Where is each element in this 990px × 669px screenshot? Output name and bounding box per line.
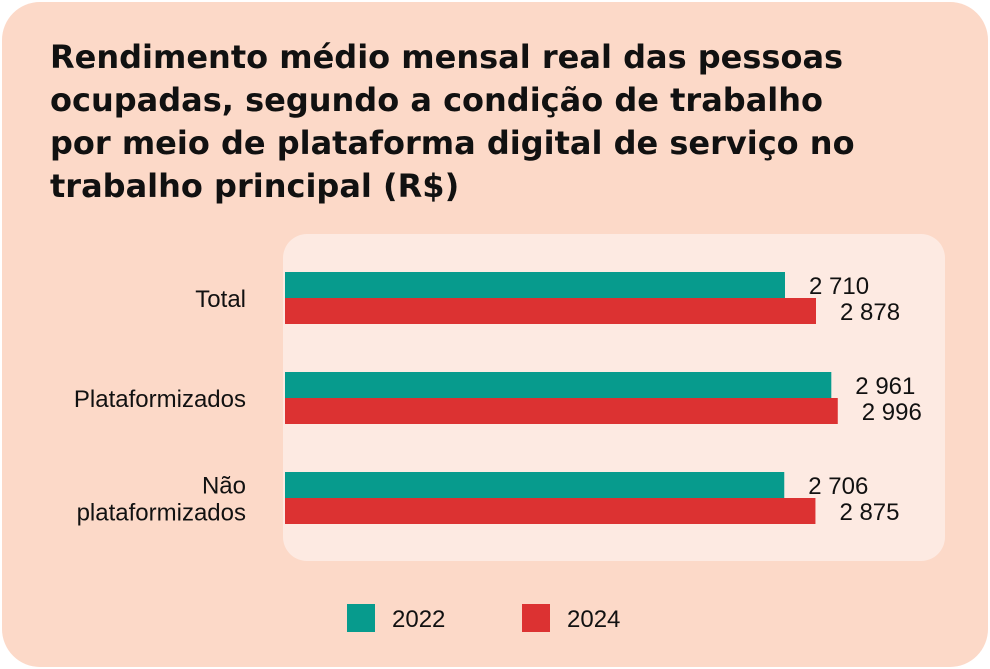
bar-2024 — [285, 298, 816, 324]
category-label: Plataformizados — [74, 386, 246, 413]
legend-label: 2022 — [392, 606, 445, 633]
category-label: Total — [195, 286, 246, 313]
value-label: 2 878 — [840, 299, 900, 326]
category-label-line: Não — [202, 473, 246, 500]
bar-2022 — [285, 372, 832, 398]
category-label: Não plataformizados — [77, 473, 246, 527]
bar-2022 — [285, 272, 785, 298]
category-label-line: Total — [195, 286, 246, 313]
value-label: 2 706 — [808, 473, 868, 500]
bar-2024 — [285, 398, 838, 424]
chart-title: Rendimento médio mensal real das pessoas… — [50, 38, 855, 205]
value-label: 2 875 — [839, 499, 899, 526]
bar-2024 — [285, 498, 816, 524]
bar-2022 — [285, 472, 785, 498]
category-label-line: Plataformizados — [74, 386, 246, 413]
legend-swatch-2022 — [347, 604, 375, 632]
legend-swatch-2024 — [522, 604, 550, 632]
value-label: 2 710 — [809, 273, 869, 300]
legend-label: 2024 — [567, 606, 620, 633]
category-label-line: plataformizados — [77, 500, 246, 527]
value-label: 2 961 — [855, 373, 915, 400]
value-label: 2 996 — [862, 399, 922, 426]
